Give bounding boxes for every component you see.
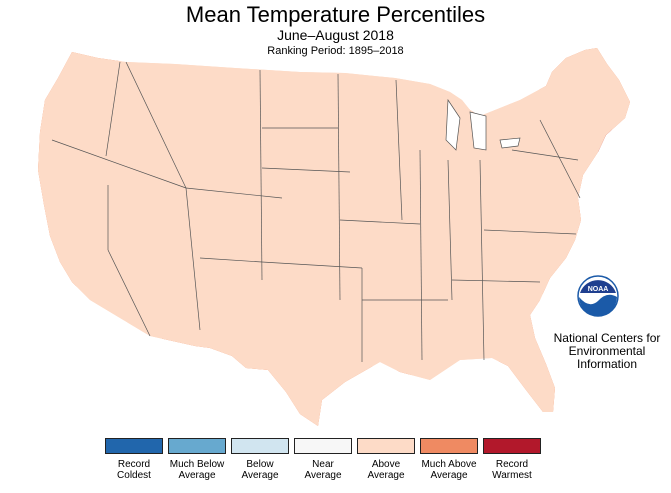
legend-label: Above Average: [367, 459, 405, 481]
legend-label: Record Warmest: [492, 459, 532, 481]
noaa-logo-icon: NOAA: [577, 275, 619, 317]
legend-swatch: [357, 438, 415, 454]
agency-line-3: Information: [576, 357, 638, 371]
agency-name: National Centers for Environmental Infor…: [548, 332, 666, 371]
legend-swatch: [105, 438, 163, 454]
noaa-logo-text: NOAA: [588, 286, 609, 293]
agency-line-1: National Centers for: [553, 331, 661, 345]
us-map-shape: [37, 47, 631, 427]
legend-label: Record Coldest: [117, 459, 151, 481]
legend-label: Below Average: [241, 459, 279, 481]
map-subtitle: June–August 2018: [277, 27, 394, 43]
legend-item-much-above-average: Much Above Average: [419, 438, 479, 481]
legend-item-below-average: Below Average: [230, 438, 290, 481]
legend-swatch: [231, 438, 289, 454]
agency-line-2: Environmental: [568, 344, 646, 358]
legend-item-much-below-average: Much Below Average: [167, 438, 227, 481]
legend-swatch: [483, 438, 541, 454]
legend-item-record-coldest: Record Coldest: [104, 438, 164, 481]
legend-label: Much Above Average: [421, 459, 477, 481]
legend-label: Near Average: [304, 459, 342, 481]
legend-item-above-average: Above Average: [356, 438, 416, 481]
ranking-period: Ranking Period: 1895–2018: [267, 45, 404, 57]
legend-label: Much Below Average: [169, 459, 225, 481]
map-title: Mean Temperature Percentiles: [185, 2, 486, 27]
legend-item-near-average: Near Average: [293, 438, 353, 481]
legend-swatch: [168, 438, 226, 454]
legend-swatch: [294, 438, 352, 454]
legend-swatch: [420, 438, 478, 454]
legend-item-record-warmest: Record Warmest: [482, 438, 542, 481]
